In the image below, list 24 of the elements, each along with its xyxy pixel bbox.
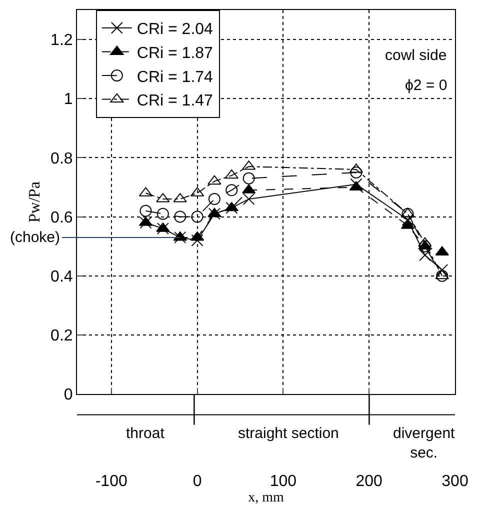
x-tick-label: 300 bbox=[442, 473, 468, 490]
legend-label: CRi = 1.47 bbox=[136, 92, 214, 110]
x-tick-label: 100 bbox=[270, 473, 297, 490]
legend-label: CRi = 2.04 bbox=[136, 21, 214, 38]
annotation: ϕ2 = 0 bbox=[405, 77, 448, 94]
text: straight section bbox=[238, 425, 339, 442]
legend-label: CRi = 1.74 bbox=[136, 68, 214, 86]
legend-label: CRi = 1.87 bbox=[136, 44, 214, 62]
text: throat bbox=[126, 425, 166, 442]
x-axis-title: x, mm bbox=[248, 490, 284, 506]
text: divergent sec. bbox=[393, 425, 456, 462]
x-tick-label: 200 bbox=[356, 473, 383, 490]
y-tick-label: 0.8 bbox=[50, 150, 73, 168]
y-tick-label: 1.2 bbox=[50, 32, 73, 50]
annotation: (choke) bbox=[10, 229, 60, 246]
y-tick-label: 0.6 bbox=[50, 209, 73, 226]
y-tick-label: 0.2 bbox=[50, 328, 73, 345]
y-tick-label: 0.4 bbox=[50, 268, 73, 286]
x-tick-label: 0 bbox=[192, 473, 202, 490]
annotation: cowl side bbox=[385, 47, 447, 64]
y-tick-label: 0 bbox=[64, 386, 73, 404]
x-tick-label: -100 bbox=[95, 473, 128, 490]
y-tick-label: 1 bbox=[64, 91, 73, 108]
y-axis-title: Pw/Pa bbox=[26, 182, 44, 222]
